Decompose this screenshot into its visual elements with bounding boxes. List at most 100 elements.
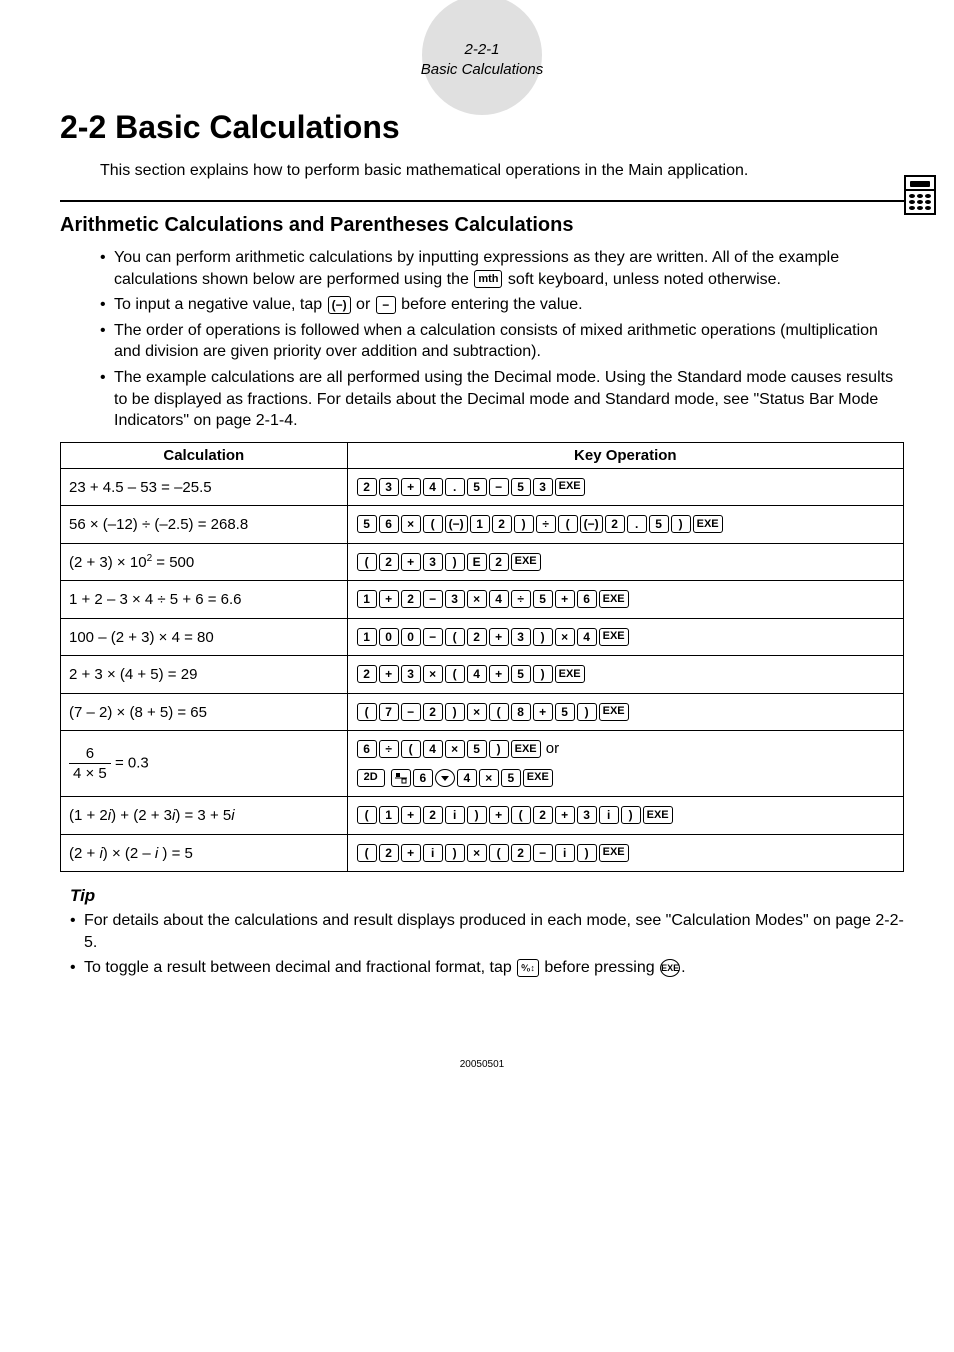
- key-2: 2: [467, 628, 487, 646]
- key-1: 1: [357, 628, 377, 646]
- key-(: (: [423, 515, 443, 533]
- key-+: +: [379, 665, 399, 683]
- key-+: +: [401, 844, 421, 862]
- calc-cell: 64 × 5 = 0.3: [61, 731, 348, 797]
- table-row: 1 + 2 – 3 × 4 ÷ 5 + 6 = 6.61+2−3×4÷5+6EX…: [61, 581, 904, 619]
- toggle-key: ⁰⁄₀↕: [517, 959, 539, 977]
- calc-table: Calculation Key Operation 23 + 4.5 – 53 …: [60, 442, 904, 873]
- keys-cell: 23+4.5−53EXE: [347, 468, 903, 506]
- key-): ): [671, 515, 691, 533]
- exe-round-key: EXE: [660, 959, 680, 977]
- key-EXE: EXE: [511, 740, 541, 758]
- key-+: +: [489, 628, 509, 646]
- key-): ): [467, 806, 487, 824]
- keys-cell: (7−2)×(8+5)EXE: [347, 693, 903, 731]
- key-2: 2: [489, 553, 509, 571]
- key-2: 2: [401, 590, 421, 608]
- keys-cell: (2+3)E2EXE: [347, 543, 903, 581]
- key-.: .: [627, 515, 647, 533]
- key-2: 2: [605, 515, 625, 533]
- key-5: 5: [555, 703, 575, 721]
- key-3: 3: [401, 665, 421, 683]
- key-EXE: EXE: [599, 844, 629, 862]
- key-5: 5: [649, 515, 669, 533]
- key-−: −: [423, 590, 443, 608]
- divider: [60, 200, 904, 202]
- key-×: ×: [423, 665, 443, 683]
- key-0: 0: [401, 628, 421, 646]
- key-5: 5: [467, 740, 487, 758]
- bullet-1: You can perform arithmetic calculations …: [100, 247, 904, 290]
- key-EXE: EXE: [599, 590, 629, 608]
- key-+: +: [555, 806, 575, 824]
- keys-cell: 1+2−3×4÷5+6EXE: [347, 581, 903, 619]
- key-3: 3: [423, 553, 443, 571]
- calc-cell: 100 – (2 + 3) × 4 = 80: [61, 618, 348, 656]
- calc-cell: (2 + i) × (2 – i ) = 5: [61, 834, 348, 872]
- tip-1: For details about the calculations and r…: [70, 910, 904, 953]
- header-page-num: 2-2-1: [382, 40, 582, 60]
- key-2: 2: [379, 553, 399, 571]
- intro-text: This section explains how to perform bas…: [100, 162, 904, 180]
- key-(−): (−): [445, 515, 468, 533]
- footer: 20050501: [60, 1059, 904, 1070]
- key-6: 6: [413, 769, 433, 787]
- key-4: 4: [467, 665, 487, 683]
- key-6: 6: [379, 515, 399, 533]
- key-5: 5: [501, 769, 521, 787]
- key-8: 8: [511, 703, 531, 721]
- key-4: 4: [489, 590, 509, 608]
- key-i: i: [555, 844, 575, 862]
- key-): ): [577, 844, 597, 862]
- key-EXE: EXE: [643, 806, 673, 824]
- key-(: (: [445, 665, 465, 683]
- key-(: (: [401, 740, 421, 758]
- calc-cell: 1 + 2 – 3 × 4 ÷ 5 + 6 = 6.6: [61, 581, 348, 619]
- key-1: 1: [470, 515, 490, 533]
- key-): ): [489, 740, 509, 758]
- key-i: i: [423, 844, 443, 862]
- frac-key: [391, 769, 411, 787]
- th-keys: Key Operation: [347, 442, 903, 468]
- header-badge: 2-2-1 Basic Calculations: [382, 40, 582, 79]
- key-): ): [445, 703, 465, 721]
- keys-cell: 100−(2+3)×4EXE: [347, 618, 903, 656]
- calc-cell: 2 + 3 × (4 + 5) = 29: [61, 656, 348, 694]
- key-(: (: [511, 806, 531, 824]
- header-section: Basic Calculations: [382, 60, 582, 80]
- key-3: 3: [445, 590, 465, 608]
- key-3: 3: [379, 478, 399, 496]
- th-calc: Calculation: [61, 442, 348, 468]
- key-EXE: EXE: [693, 515, 723, 533]
- subheading: Arithmetic Calculations and Parentheses …: [60, 214, 904, 237]
- table-row: (2 + 3) × 102 = 500(2+3)E2EXE: [61, 543, 904, 581]
- key-−: −: [489, 478, 509, 496]
- key-−: −: [423, 628, 443, 646]
- key-2: 2: [511, 844, 531, 862]
- key-+: +: [401, 806, 421, 824]
- calc-cell: 56 × (–12) ÷ (–2.5) = 268.8: [61, 506, 348, 544]
- key-7: 7: [379, 703, 399, 721]
- key-): ): [533, 628, 553, 646]
- key-+: +: [555, 590, 575, 608]
- key-+: +: [489, 665, 509, 683]
- key-): ): [514, 515, 534, 533]
- keys-cell: (2+i)×(2−i)EXE: [347, 834, 903, 872]
- key-×: ×: [467, 844, 487, 862]
- key-(: (: [357, 806, 377, 824]
- key-5: 5: [357, 515, 377, 533]
- key-EXE: EXE: [555, 478, 585, 496]
- key-): ): [577, 703, 597, 721]
- key-(: (: [357, 844, 377, 862]
- key-6: 6: [357, 740, 377, 758]
- key-+: +: [533, 703, 553, 721]
- down-key: [435, 769, 455, 787]
- key-0: 0: [379, 628, 399, 646]
- key-×: ×: [445, 740, 465, 758]
- key-1: 1: [379, 806, 399, 824]
- key-EXE: EXE: [511, 553, 541, 571]
- key-−: −: [533, 844, 553, 862]
- bullet-3: The order of operations is followed when…: [100, 320, 904, 363]
- key-2: 2: [423, 806, 443, 824]
- key-×: ×: [479, 769, 499, 787]
